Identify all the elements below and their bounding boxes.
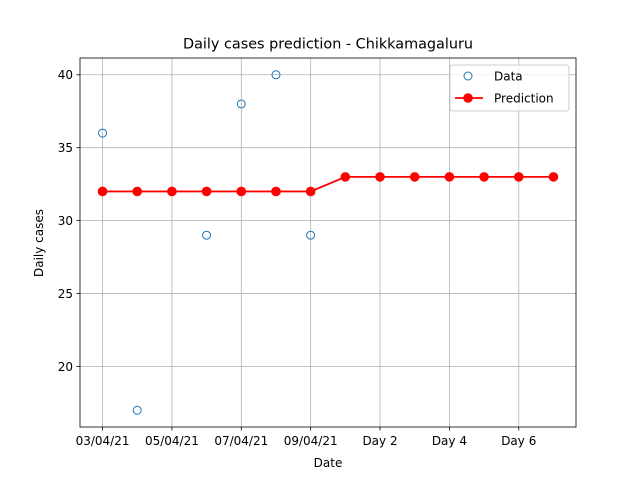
legend-label: Prediction <box>494 91 554 105</box>
x-tick-label: Day 6 <box>501 434 536 448</box>
prediction-point <box>340 172 351 182</box>
prediction-point <box>479 172 489 182</box>
legend-label: Data <box>494 69 523 83</box>
prediction-line <box>102 175 554 193</box>
prediction-point <box>97 186 108 197</box>
prediction-point <box>513 172 524 182</box>
prediction-point <box>271 186 281 197</box>
prediction-point <box>201 186 212 197</box>
x-tick-label: 09/04/21 <box>284 434 338 448</box>
y-tick-label: 20 <box>58 360 73 374</box>
data-point <box>98 128 108 138</box>
legend: Data Prediction <box>449 64 570 112</box>
ticks: 03/04/21 05/04/21 07/04/21 09/04/21 Day 2 Day… <box>58 68 537 448</box>
prediction-point <box>409 172 420 182</box>
chart-title: Daily cases prediction - Chikkamagaluru <box>183 37 473 53</box>
x-tick-label: 07/04/21 <box>214 434 268 448</box>
series <box>97 70 559 415</box>
data-point <box>202 230 212 240</box>
prediction-point <box>305 186 316 197</box>
series-prediction <box>97 172 559 197</box>
y-tick-label: 25 <box>58 287 73 301</box>
prediction-point <box>375 172 385 182</box>
y-tick-label: 35 <box>58 141 73 155</box>
legend-marker <box>463 71 473 81</box>
data-point <box>236 99 246 109</box>
data-point <box>271 70 281 80</box>
plot-frame <box>79 57 577 428</box>
prediction-point <box>444 172 455 182</box>
x-axis-label: Date <box>314 456 343 470</box>
y-tick-label: 40 <box>58 68 73 82</box>
prediction-point <box>236 186 247 197</box>
legend-box <box>449 64 570 112</box>
x-tick-label: 03/04/21 <box>76 434 130 448</box>
x-tick-label: 05/04/21 <box>145 434 199 448</box>
data-point <box>306 230 316 240</box>
x-tick-label: Day 2 <box>362 434 397 448</box>
prediction-point <box>548 172 559 182</box>
prediction-point <box>132 186 143 197</box>
prediction-point <box>167 186 177 197</box>
x-tick-label: Day 4 <box>432 434 467 448</box>
data-point <box>132 405 142 415</box>
legend-marker <box>463 93 473 103</box>
grid <box>80 58 576 427</box>
y-tick-label: 30 <box>58 214 73 228</box>
y-axis-label: Daily cases <box>32 209 46 277</box>
